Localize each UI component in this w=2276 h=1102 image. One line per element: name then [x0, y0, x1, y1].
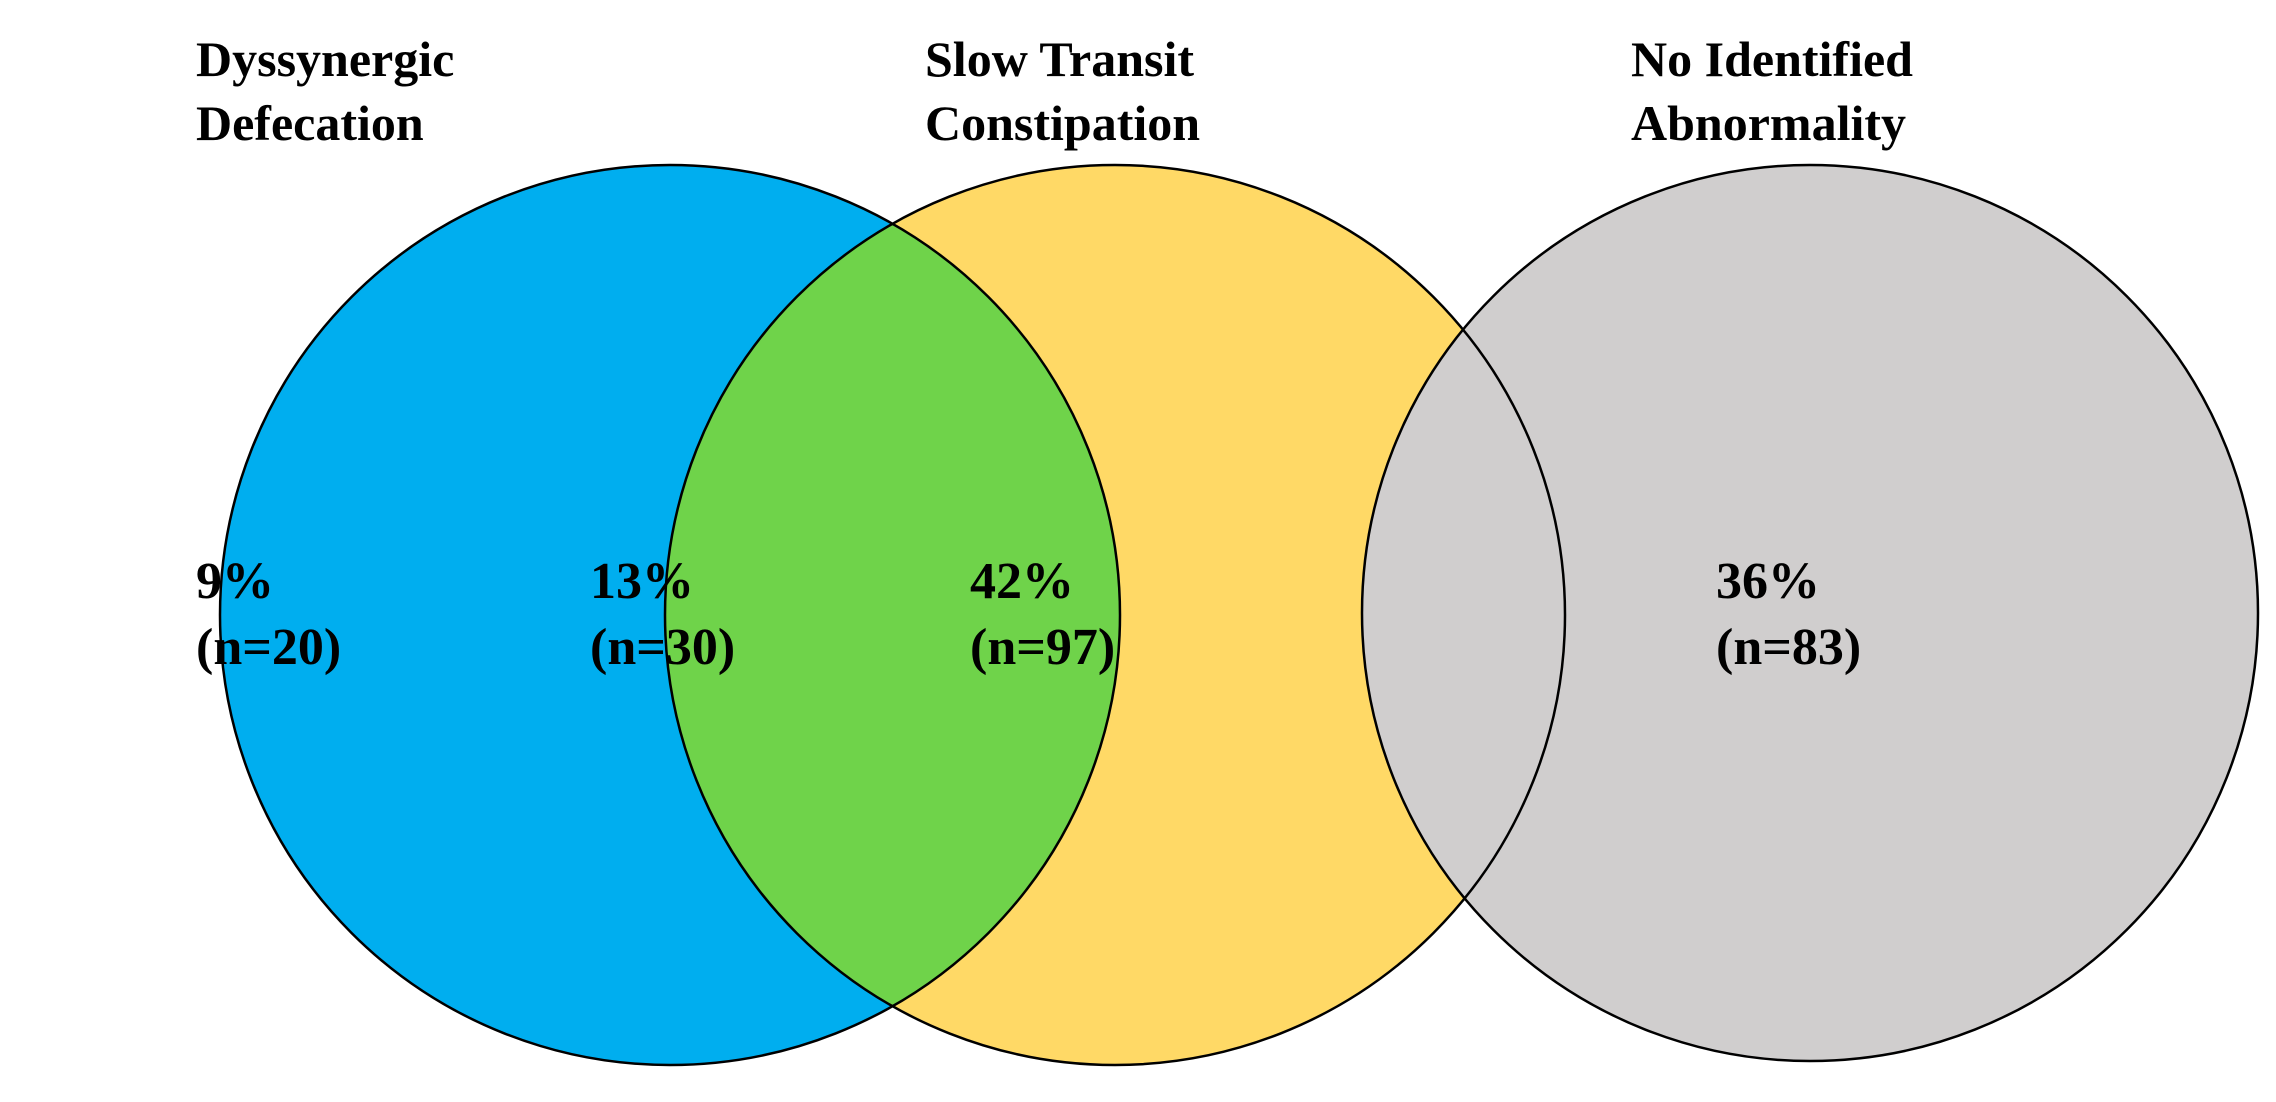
dyssynergic-only-percent: 9%	[196, 553, 274, 610]
overlap-percent: 13%	[590, 553, 694, 610]
slow-transit-title-line2: Constipation	[925, 95, 1200, 151]
slow-transit-only-count: (n=97)	[970, 619, 1115, 676]
dyssynergic-only-count: (n=20)	[196, 619, 341, 676]
no-abnormality-percent: 36%	[1716, 553, 1820, 610]
dyssynergic-title-line2: Defecation	[196, 95, 424, 151]
no-abnormality-title-line1: No Identified	[1631, 31, 1913, 87]
no-abnormality-circle	[1362, 165, 2258, 1061]
slow-transit-circle-outline	[663, 163, 1567, 1067]
slow-transit-only-percent: 42%	[970, 553, 1074, 610]
dyssynergic-circle-outline	[218, 163, 1122, 1067]
dyssynergic-title-line1: Dyssynergic	[196, 31, 454, 87]
no-abnormality-circle-outline	[1360, 163, 2260, 1063]
slow-transit-title-line1: Slow Transit	[925, 31, 1194, 87]
no-abnormality-title-line2: Abnormality	[1631, 95, 1906, 151]
overlap-region	[665, 165, 1120, 1065]
no-abnormality-count: (n=83)	[1716, 619, 1861, 676]
overlap-count: (n=30)	[590, 619, 735, 676]
